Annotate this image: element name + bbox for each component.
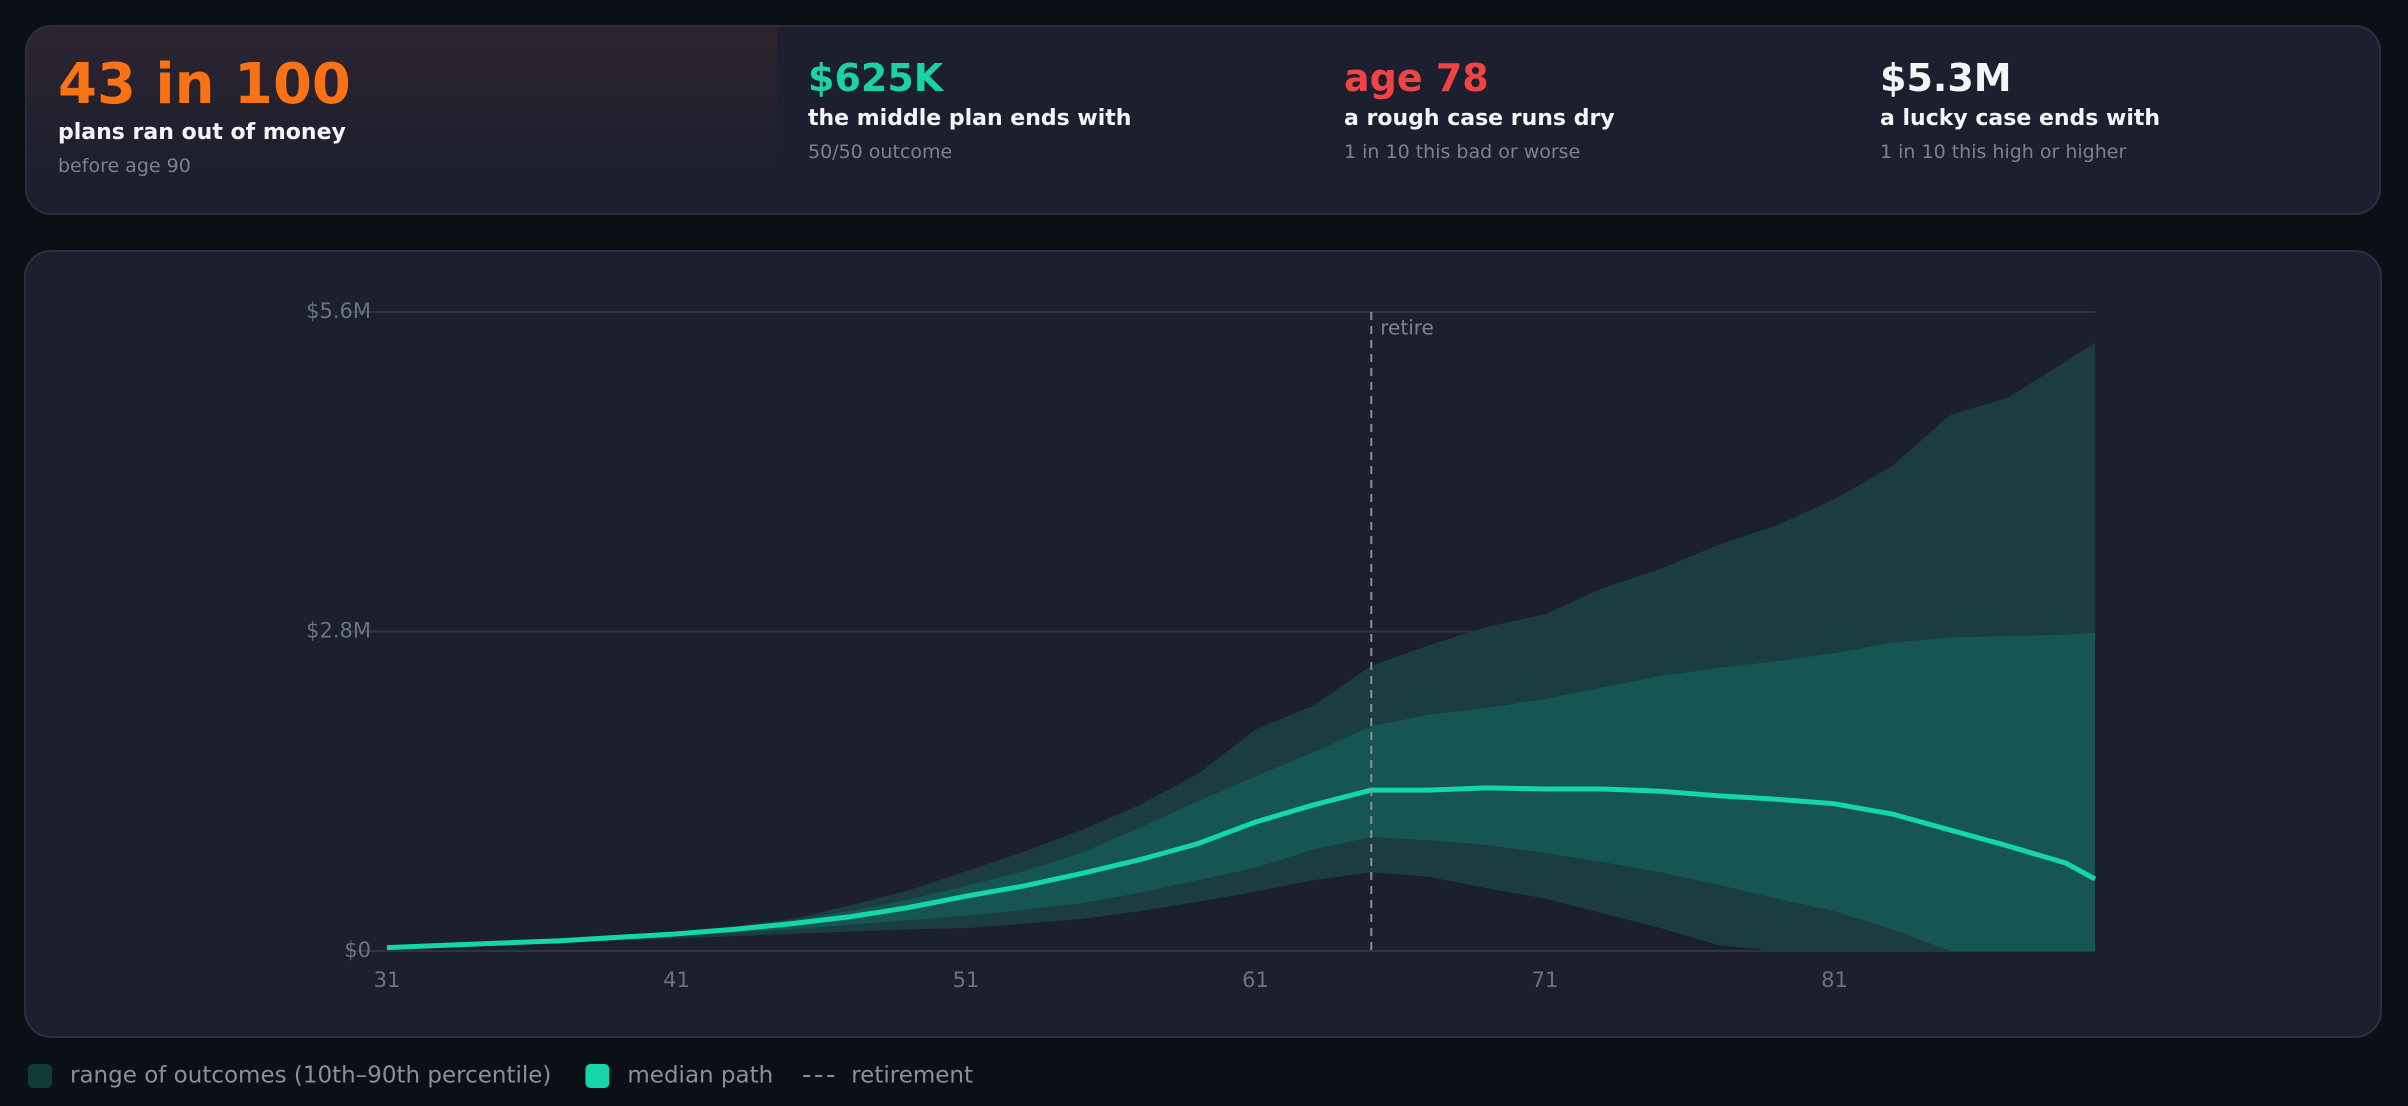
- x-tick-label: 81: [1821, 968, 1848, 992]
- stat-value: $5.3M: [1880, 56, 2012, 100]
- stat-note: 1 in 10 this high or higher: [1880, 141, 2127, 163]
- y-tick-label: $0: [344, 938, 371, 962]
- legend-label: retirement: [851, 1063, 973, 1089]
- median-line: [386, 785, 2097, 951]
- stat-note: 1 in 10 this bad or worse: [1344, 141, 1581, 163]
- legend-swatch: [585, 1064, 610, 1088]
- x-tick-label: 31: [374, 968, 401, 992]
- legend-label: range of outcomes (10th–90th percentile): [70, 1063, 551, 1089]
- y-tick-label: $2.8M: [306, 619, 371, 643]
- x-tick-label: 61: [1242, 968, 1269, 992]
- x-tick-label: 41: [663, 968, 690, 992]
- band: [387, 632, 2095, 951]
- stat: $625K the middle plan ends with 50/50 outc…: [808, 52, 1131, 163]
- stat: 43 in 100 plans ran out of money before ag…: [58, 52, 351, 177]
- stat-note: 50/50 outcome: [808, 141, 953, 163]
- stat-label: a rough case runs dry: [1344, 106, 1615, 131]
- stat-note: before age 90: [58, 155, 191, 177]
- stat-label: a lucky case ends with: [1880, 106, 2161, 131]
- legend-swatch: [28, 1064, 52, 1088]
- legend-label: median path: [627, 1063, 773, 1089]
- stat: $5.3M a lucky case ends with 1 in 10 this …: [1880, 52, 2160, 163]
- y-tick-label: $5.6M: [306, 299, 371, 323]
- stat: age 78 a rough case runs dry 1 in 10 this …: [1344, 52, 1615, 163]
- x-tick-label: 51: [953, 968, 980, 992]
- stat-value: $625K: [808, 56, 944, 100]
- retire-label: retire: [1380, 316, 1434, 340]
- stat-value: 43 in 100: [58, 52, 351, 117]
- stat-label: plans ran out of money: [58, 120, 346, 145]
- stats-card: [25, 25, 2381, 215]
- stat-value: age 78: [1344, 56, 1489, 100]
- x-tick-label: 71: [1532, 968, 1559, 992]
- stat-label: the middle plan ends with: [808, 106, 1132, 131]
